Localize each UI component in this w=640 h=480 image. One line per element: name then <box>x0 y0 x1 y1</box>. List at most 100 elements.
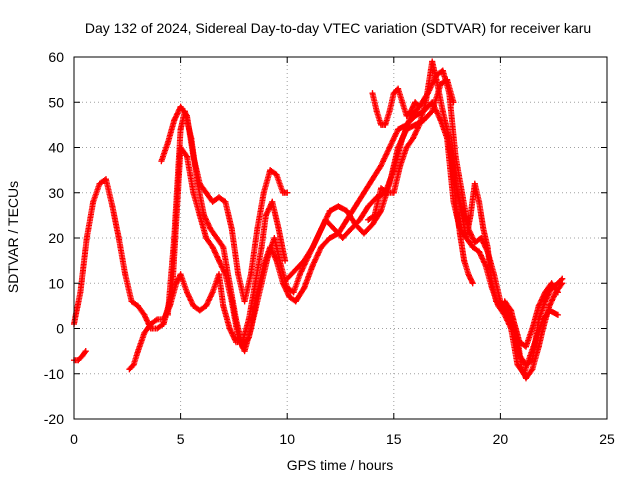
data-point-4-9 <box>220 244 227 251</box>
data-point-11-1 <box>508 307 515 314</box>
data-point-5-31 <box>386 144 393 151</box>
data-point-10-3 <box>456 230 463 237</box>
data-point-3-14 <box>247 271 254 278</box>
data-point-4-29 <box>365 203 372 210</box>
data-point-11-2 <box>514 334 521 341</box>
data-point-7-7 <box>409 135 416 142</box>
data-point-10-5 <box>465 271 472 278</box>
data-point-5-26 <box>343 216 350 223</box>
data-point-2-11 <box>190 302 197 309</box>
data-point-5-0 <box>160 320 167 327</box>
data-point-4-43 <box>471 239 478 246</box>
data-point-11-4 <box>522 375 529 382</box>
y-tick-label-7: 50 <box>48 94 64 110</box>
data-point-7-2 <box>378 185 385 192</box>
data-point-8-1 <box>373 108 380 115</box>
data-point-2-24 <box>269 198 276 205</box>
data-point-8-9 <box>407 108 414 115</box>
x-axis-ticks: 0 5 10 15 20 25 <box>70 57 615 447</box>
x-tick-label-5: 25 <box>599 431 615 447</box>
data-point-5-6 <box>203 235 210 241</box>
data-point-9-5 <box>467 212 474 219</box>
series-track-6 <box>160 99 561 377</box>
y-axis-label: SDTVAR / TECUs <box>5 181 21 293</box>
data-point-5-29 <box>369 176 376 183</box>
data-point-2-9 <box>177 271 184 278</box>
y-tick-label-1: -10 <box>44 366 64 382</box>
data-point-3-10 <box>222 198 229 205</box>
data-point-2-1 <box>130 361 137 368</box>
data-point-5-27 <box>352 203 359 210</box>
data-point-6-2 <box>301 257 308 264</box>
data-point-7-12 <box>439 108 446 115</box>
data-point-5-34 <box>412 112 419 119</box>
data-point-6-13 <box>395 144 402 151</box>
y-tick-label-4: 20 <box>48 230 64 246</box>
data-point-4-27 <box>348 225 355 232</box>
data-point-5-23 <box>318 244 325 251</box>
data-point-1-2 <box>79 352 86 359</box>
data-point-0-11 <box>141 311 148 318</box>
data-point-9-10 <box>488 280 495 287</box>
data-point-11-0 <box>501 298 508 305</box>
data-point-11-3 <box>518 366 525 373</box>
data-point-0-6 <box>109 203 116 210</box>
data-point-2-5 <box>154 316 161 323</box>
data-point-5-21 <box>301 284 308 291</box>
data-point-4-7 <box>207 225 214 232</box>
data-point-5-42 <box>469 244 476 251</box>
data-point-9-3 <box>459 212 466 219</box>
x-tick-label-2: 10 <box>279 431 295 447</box>
data-point-8-10 <box>412 99 419 106</box>
data-point-3-7 <box>203 189 210 196</box>
data-point-4-5 <box>194 180 201 187</box>
data-point-2-4 <box>147 320 154 327</box>
data-point-2-26 <box>282 257 289 264</box>
data-point-8-5 <box>390 90 397 97</box>
data-point-0-2 <box>83 235 90 241</box>
data-point-0-5 <box>102 176 109 183</box>
data-point-8-4 <box>386 108 393 115</box>
data-point-10-2 <box>452 198 459 205</box>
data-point-4-4 <box>188 135 195 142</box>
data-point-4-25 <box>331 225 338 232</box>
data-point-6-0 <box>284 275 291 282</box>
data-point-4-17 <box>271 235 278 241</box>
data-point-5-30 <box>378 162 385 169</box>
data-point-3-16 <box>260 189 267 196</box>
series-track-3 <box>126 198 289 373</box>
series-track-1 <box>71 176 167 332</box>
data-point-5-16 <box>267 244 274 251</box>
data-point-3-1 <box>164 139 171 146</box>
data-point-3-18 <box>273 171 280 178</box>
data-point-7-8 <box>416 121 423 128</box>
data-point-0-13 <box>154 325 161 332</box>
data-point-2-25 <box>275 225 282 232</box>
data-point-2-14 <box>209 289 216 296</box>
y-tick-label-8: 60 <box>48 49 64 65</box>
data-point-0-1 <box>77 289 84 296</box>
data-point-6-12 <box>386 180 393 187</box>
data-point-6-11 <box>378 207 385 214</box>
data-point-9-4 <box>463 235 470 241</box>
data-point-5-12 <box>241 348 248 355</box>
data-point-3-2 <box>171 117 178 124</box>
data-point-4-3 <box>181 108 188 115</box>
data-point-3-0 <box>158 158 165 165</box>
data-point-10-6 <box>469 280 476 287</box>
y-axis-ticks: -20 -10 0 10 20 30 40 50 60 <box>44 49 607 427</box>
data-point-5-20 <box>292 298 299 305</box>
data-point-3-9 <box>215 194 222 201</box>
data-point-3-3 <box>177 103 184 110</box>
x-axis-label: GPS time / hours <box>287 457 394 473</box>
data-point-5-28 <box>360 189 367 196</box>
data-point-5-19 <box>286 293 293 300</box>
data-point-3-13 <box>241 298 248 305</box>
data-point-6-19 <box>444 76 451 83</box>
data-point-2-2 <box>134 348 141 355</box>
data-point-3-12 <box>235 271 242 278</box>
data-point-4-2 <box>177 126 184 133</box>
x-tick-label-1: 5 <box>177 431 185 447</box>
data-point-5-11 <box>235 334 242 341</box>
